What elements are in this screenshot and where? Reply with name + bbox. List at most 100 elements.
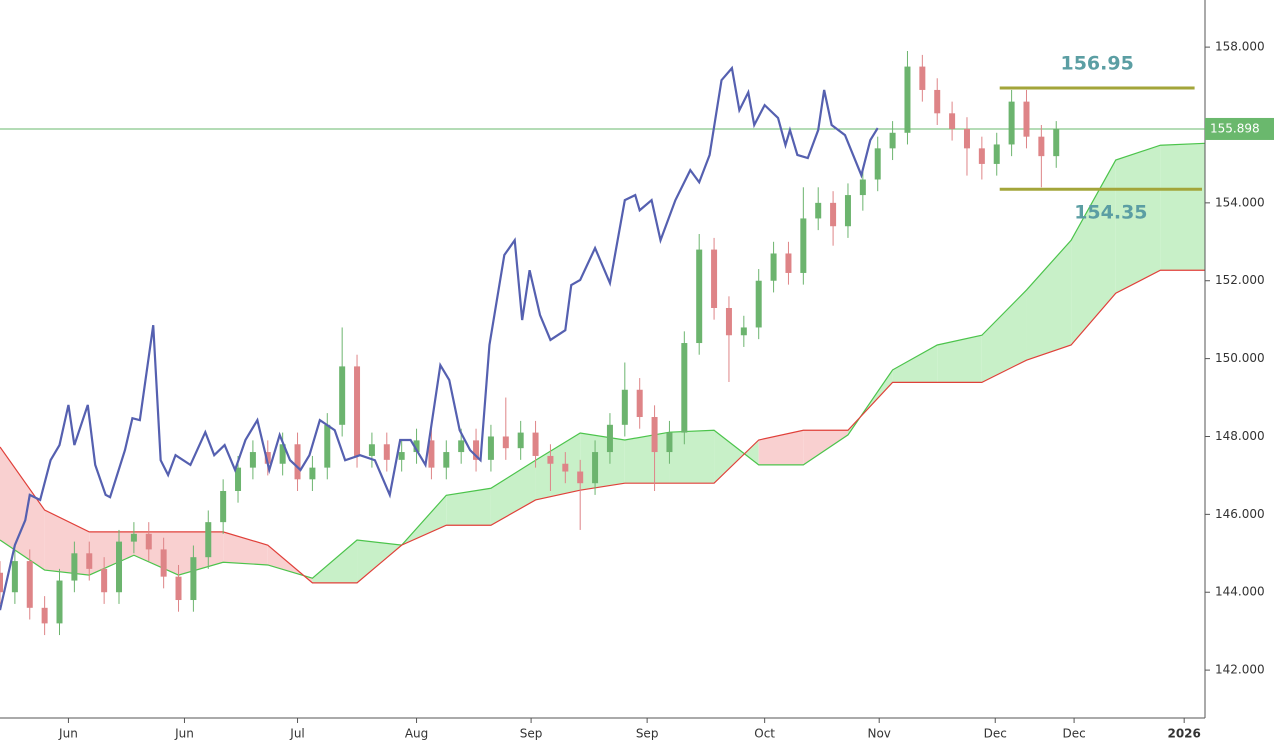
candle-body	[220, 490, 227, 523]
last-price-label: 155.898	[1210, 121, 1260, 135]
candle-body	[740, 327, 747, 336]
candle-body	[949, 113, 956, 129]
candle-body	[800, 218, 807, 273]
candle-body	[11, 561, 18, 593]
candle-body	[606, 424, 613, 453]
candle-body	[978, 148, 985, 164]
candle-body	[428, 440, 435, 468]
candle-body	[175, 576, 182, 601]
y-tick-label: 146.000	[1215, 507, 1265, 521]
x-tick-label: Dec	[1062, 727, 1085, 741]
candle-body	[919, 66, 926, 90]
cloud-fill	[758, 430, 804, 465]
candle-body	[963, 128, 970, 149]
candle-body	[101, 568, 108, 593]
cloud-fill	[535, 432, 581, 500]
cloud-fill	[312, 540, 358, 583]
x-tick-label: Jul	[289, 727, 304, 741]
candle-body	[71, 553, 78, 581]
cloud-fill	[357, 540, 402, 583]
x-tick-label: Aug	[405, 727, 428, 741]
candle-body	[354, 366, 361, 456]
candle-body	[711, 249, 718, 308]
x-tick-label: Jun	[174, 727, 194, 741]
cloud-fill	[937, 335, 982, 383]
candle-body	[249, 452, 256, 468]
cloud-fill	[133, 531, 179, 576]
cloud-fill	[981, 290, 1027, 383]
candle-body	[1008, 101, 1015, 145]
y-tick-label: 144.000	[1215, 585, 1265, 599]
candle-body	[235, 467, 242, 491]
candle-body	[725, 307, 732, 336]
candle-body	[666, 432, 673, 453]
candle-body	[473, 440, 480, 460]
candle-body	[592, 452, 599, 484]
cloud-fill	[1071, 160, 1116, 345]
y-tick-label: 142.000	[1215, 663, 1265, 677]
candle-body	[1038, 136, 1045, 157]
last-price-box	[1205, 117, 1274, 140]
cloud-fill	[1160, 143, 1205, 271]
candle-body	[681, 343, 688, 433]
candle-body	[130, 533, 137, 542]
candle-body	[889, 132, 896, 149]
x-tick-label: Sep	[520, 727, 543, 741]
cloud-fill	[44, 510, 90, 576]
x-tick-label: Dec	[984, 727, 1007, 741]
cloud-fill	[490, 460, 536, 526]
candle-body	[517, 432, 524, 449]
cloud-fill	[446, 488, 491, 526]
candle-body	[651, 417, 658, 453]
candle-body	[398, 452, 405, 460]
candle-body	[904, 66, 911, 133]
candle-body	[487, 436, 494, 460]
candle-body	[830, 202, 837, 227]
candle-body	[368, 444, 375, 456]
candle-body	[383, 444, 390, 460]
cloud-fill	[178, 531, 224, 576]
candle-body	[993, 144, 1000, 164]
cloud-fill	[1115, 145, 1161, 294]
candle-body	[279, 444, 286, 464]
candle-body	[815, 202, 822, 219]
candle-body	[859, 179, 866, 196]
candle-body	[56, 580, 63, 624]
y-tick-label: 152.000	[1215, 273, 1265, 287]
candle-body	[26, 561, 33, 608]
candle-body	[1023, 101, 1030, 137]
x-tick-label: 2026	[1167, 727, 1200, 741]
lagging-line	[0, 65, 879, 611]
candle-body	[770, 253, 777, 281]
level-label: 156.95	[1060, 52, 1133, 74]
candle-body	[844, 195, 851, 227]
cloud-fill	[669, 430, 715, 484]
candle-body	[785, 253, 792, 273]
x-tick-label: Nov	[867, 727, 890, 741]
cloud-fill	[580, 432, 625, 491]
y-tick-label: 150.000	[1215, 351, 1265, 365]
candle-body	[1053, 128, 1060, 157]
y-tick-label: 154.000	[1215, 195, 1265, 209]
candle-body	[458, 440, 465, 453]
candle-body	[636, 389, 643, 418]
candle-body	[205, 522, 212, 558]
cloud-fill	[89, 531, 134, 576]
cloud-fill	[0, 446, 45, 571]
candle-body	[309, 467, 316, 480]
candle-body	[874, 148, 881, 180]
candle-body	[755, 280, 762, 328]
candle-body	[934, 89, 941, 114]
candle-body	[547, 455, 554, 464]
candle-body	[696, 249, 703, 344]
candle-body	[264, 452, 271, 464]
candle-body	[116, 541, 123, 593]
cloud-fill	[803, 430, 848, 465]
candle-body	[621, 389, 628, 425]
x-tick-label: Oct	[754, 727, 775, 741]
level-label: 154.35	[1074, 202, 1147, 224]
candle-body	[86, 553, 93, 569]
y-tick-label: 148.000	[1215, 429, 1265, 443]
cloud-fill	[624, 432, 670, 484]
